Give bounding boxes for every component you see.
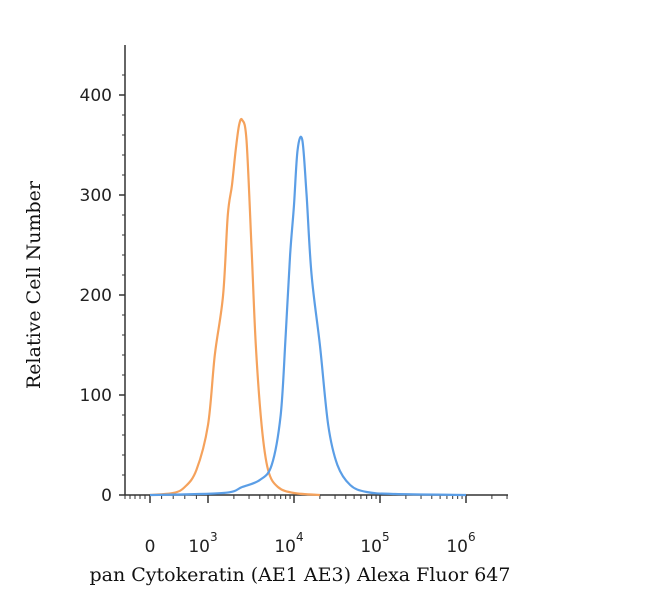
- series-2-line: [149, 135, 467, 497]
- y-tick-label: 100: [80, 386, 112, 406]
- x-axis-title: pan Cytokeratin (AE1 AE3) Alexa Fluor 64…: [90, 564, 511, 586]
- y-tick-label: 300: [80, 186, 112, 206]
- y-minor-ticks: [122, 74, 125, 476]
- x-tick-base: 0: [145, 537, 156, 557]
- x-tick-base: 10: [360, 537, 382, 557]
- x-tick-exponent: 3: [210, 530, 218, 544]
- x-tick-exponent: 4: [296, 530, 304, 544]
- x-tick-base: 10: [188, 537, 210, 557]
- x-tick-base: 10: [446, 537, 468, 557]
- series-1-line: [149, 117, 320, 497]
- y-major-ticks: 0 100 200 300 400: [80, 86, 125, 506]
- x-minor-ticks: [124, 495, 508, 499]
- x-tick-base: 10: [274, 537, 296, 557]
- x-axis: 0 103 104 105 106: [124, 494, 508, 557]
- y-tick-label: 400: [80, 86, 112, 106]
- x-tick-label: 104: [274, 530, 303, 557]
- y-tick-label: 0: [101, 486, 112, 506]
- x-tick-label: 103: [188, 530, 217, 557]
- y-axis-title: Relative Cell Number: [23, 180, 45, 389]
- y-tick-label: 200: [80, 286, 112, 306]
- x-tick-exponent: 6: [468, 530, 476, 544]
- series-lines: [149, 117, 467, 497]
- x-tick-exponent: 5: [382, 530, 390, 544]
- x-tick-label: 105: [360, 530, 389, 557]
- x-tick-label: 106: [446, 530, 475, 557]
- x-major-ticks: 0 103 104 105 106: [145, 495, 476, 557]
- x-tick-label: 0: [145, 537, 156, 557]
- y-axis: 0 100 200 300 400: [80, 45, 126, 506]
